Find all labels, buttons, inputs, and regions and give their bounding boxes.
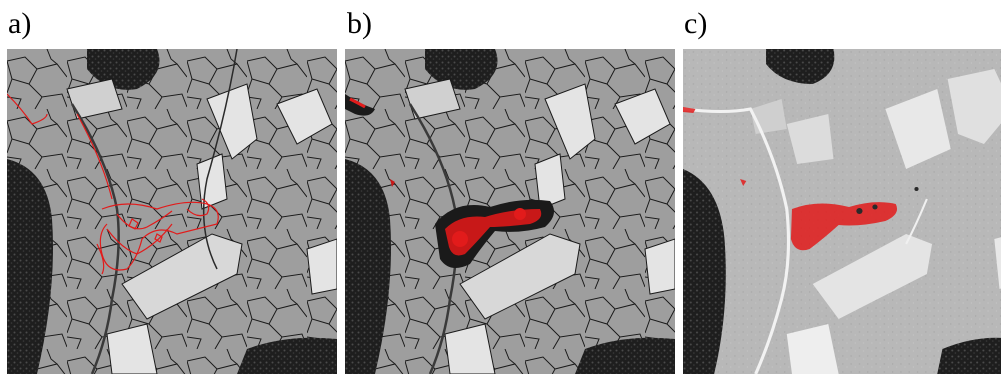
panel-a-segmentation-map [7, 49, 337, 374]
segmentation-map-b [345, 49, 675, 374]
panel-label-c: c) [684, 7, 708, 40]
panel-label-b: b) [347, 7, 372, 40]
panel-label-a: a) [8, 7, 32, 40]
aerial-image-c [683, 49, 1001, 374]
panel-c-aerial-image [683, 49, 1001, 374]
segmentation-map-a [7, 49, 337, 374]
panel-b-segmentation-map [345, 49, 675, 374]
